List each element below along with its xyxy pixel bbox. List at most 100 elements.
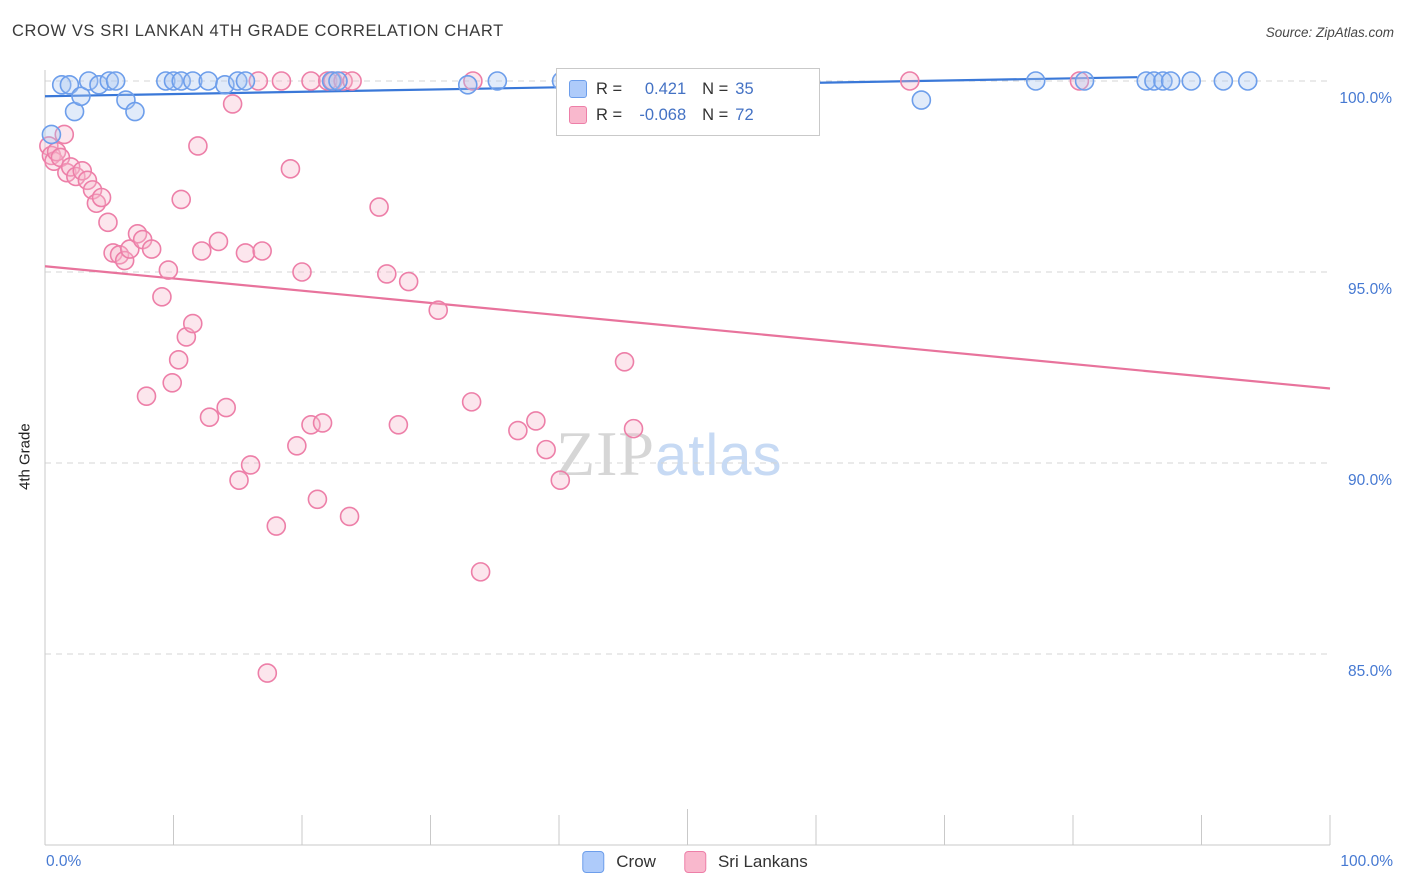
scatter-point-crow[interactable] <box>1025 71 1046 91</box>
scatter-point-sri-lankans[interactable] <box>377 264 397 284</box>
scatter-point-sri-lankans[interactable] <box>222 94 243 114</box>
scatter-point-sri-lankans[interactable] <box>188 136 208 156</box>
scatter-point-crow[interactable] <box>71 86 91 107</box>
scatter-point-crow[interactable] <box>457 75 478 95</box>
scatter-point-sri-lankans[interactable] <box>162 372 183 393</box>
scatter-point-sri-lankans[interactable] <box>72 160 93 181</box>
scatter-point-crow[interactable] <box>1074 71 1095 91</box>
scatter-point-sri-lankans[interactable] <box>1069 71 1090 91</box>
crow-legend-label: Crow <box>616 852 656 871</box>
n-value-crow: 35 <box>735 79 754 98</box>
scatter-point-sri-lankans[interactable] <box>182 313 203 334</box>
scatter-point-sri-lankans[interactable] <box>900 71 920 91</box>
scatter-point-sri-lankans[interactable] <box>526 411 546 431</box>
n-label: N = <box>702 79 729 98</box>
y-tick-label: 100.0% <box>1339 90 1392 107</box>
scatter-point-sri-lankans[interactable] <box>229 470 249 490</box>
scatter-point-crow[interactable] <box>911 90 932 110</box>
scatter-point-sri-lankans[interactable] <box>199 407 220 427</box>
scatter-point-crow[interactable] <box>105 71 126 91</box>
scatter-point-sri-lankans[interactable] <box>536 439 556 460</box>
scatter-point-sri-lankans[interactable] <box>550 470 571 490</box>
scatter-point-sri-lankans[interactable] <box>301 71 321 91</box>
scatter-point-crow[interactable] <box>227 71 248 91</box>
scatter-point-sri-lankans[interactable] <box>623 418 644 439</box>
scatter-point-sri-lankans[interactable] <box>461 392 482 412</box>
scatter-point-crow[interactable] <box>182 71 203 91</box>
n-value-sri-lankans: 72 <box>735 105 754 124</box>
scatter-point-sri-lankans[interactable] <box>271 71 292 91</box>
scatter-point-crow[interactable] <box>78 71 99 91</box>
scatter-point-crow[interactable] <box>155 71 176 91</box>
sri-lankans-legend-label: Sri Lankans <box>717 852 808 871</box>
scatter-point-sri-lankans[interactable] <box>369 197 389 217</box>
y-tick-label: 95.0% <box>1348 281 1392 298</box>
scatter-point-crow[interactable] <box>1153 71 1173 91</box>
crow-legend-swatch[interactable] <box>582 851 605 873</box>
scatter-point-sri-lankans[interactable] <box>342 71 362 91</box>
scatter-point-sri-lankans[interactable] <box>152 287 172 307</box>
scatter-point-sri-lankans[interactable] <box>388 414 409 435</box>
scatter-point-sri-lankans[interactable] <box>216 397 236 418</box>
scatter-point-sri-lankans[interactable] <box>252 241 272 261</box>
scatter-point-sri-lankans[interactable] <box>91 187 112 208</box>
scatter-point-sri-lankans[interactable] <box>77 170 98 191</box>
scatter-point-sri-lankans[interactable] <box>191 241 212 261</box>
scatter-point-crow[interactable] <box>487 71 508 91</box>
legend-row-crow: R = 0.421 N = 35 <box>569 76 809 102</box>
scatter-point-crow[interactable] <box>51 75 72 95</box>
source-attribution: Source: ZipAtlas.com <box>1265 25 1394 40</box>
scatter-point-crow[interactable] <box>163 71 184 91</box>
scatter-point-sri-lankans[interactable] <box>141 239 162 259</box>
page-title: CROW VS SRI LANKAN 4TH GRADE CORRELATION… <box>12 22 504 40</box>
x-axis-max-label: 100.0% <box>1340 853 1393 870</box>
scatter-point-sri-lankans[interactable] <box>240 455 261 475</box>
bottom-legend: Crow Sri Lankans <box>582 851 823 873</box>
watermark: ZIPatlas <box>556 422 783 486</box>
crow-swatch <box>569 80 587 98</box>
scatter-point-sri-lankans[interactable] <box>614 351 635 372</box>
scatter-point-sri-lankans[interactable] <box>60 157 81 177</box>
scatter-point-crow[interactable] <box>321 71 342 91</box>
scatter-point-sri-lankans[interactable] <box>280 159 301 179</box>
scatter-point-sri-lankans[interactable] <box>508 420 528 441</box>
y-tick-label: 85.0% <box>1348 663 1392 680</box>
scatter-point-sri-lankans[interactable] <box>158 260 179 280</box>
sri-lankans-legend-swatch[interactable] <box>683 851 706 873</box>
scatter-point-sri-lankans[interactable] <box>428 300 449 321</box>
scatter-point-crow[interactable] <box>99 71 120 91</box>
scatter-point-crow[interactable] <box>1237 71 1258 91</box>
scatter-point-sri-lankans[interactable] <box>292 262 312 282</box>
y-tick-label: 90.0% <box>1348 472 1392 489</box>
scatter-point-sri-lankans[interactable] <box>257 663 278 683</box>
scatter-point-sri-lankans[interactable] <box>398 271 419 292</box>
sri-lankans-swatch <box>569 106 587 124</box>
scatter-point-sri-lankans[interactable] <box>339 506 360 527</box>
scatter-point-sri-lankans[interactable] <box>136 386 157 406</box>
scatter-point-sri-lankans[interactable] <box>307 489 328 510</box>
scatter-point-sri-lankans[interactable] <box>287 436 307 456</box>
scatter-point-sri-lankans[interactable] <box>266 516 287 536</box>
legend-row-sri-lankans: R = -0.068 N = 72 <box>569 102 809 128</box>
scatter-point-crow[interactable] <box>198 71 218 91</box>
n-label: N = <box>702 105 729 124</box>
r-value-sri-lankans: -0.068 <box>639 105 687 124</box>
scatter-point-sri-lankans[interactable] <box>171 189 192 210</box>
scatter-point-crow[interactable] <box>59 75 80 95</box>
scatter-point-sri-lankans[interactable] <box>98 212 118 233</box>
scatter-point-crow[interactable] <box>1181 71 1202 91</box>
scatter-point-crow[interactable] <box>328 71 348 91</box>
scatter-point-sri-lankans[interactable] <box>114 250 135 271</box>
scatter-point-sri-lankans[interactable] <box>470 562 491 582</box>
scatter-point-crow[interactable] <box>235 71 256 91</box>
scatter-point-sri-lankans[interactable] <box>235 243 256 263</box>
scatter-point-crow[interactable] <box>41 124 62 145</box>
scatter-point-crow[interactable] <box>125 101 145 122</box>
scatter-point-sri-lankans[interactable] <box>208 231 229 252</box>
scatter-point-crow[interactable] <box>1213 71 1234 91</box>
scatter-point-sri-lankans[interactable] <box>168 350 189 370</box>
scatter-point-crow[interactable] <box>1160 71 1181 91</box>
scatter-point-sri-lankans[interactable] <box>312 413 333 433</box>
scatter-point-crow[interactable] <box>1136 71 1157 91</box>
r-label: R = <box>596 79 623 98</box>
